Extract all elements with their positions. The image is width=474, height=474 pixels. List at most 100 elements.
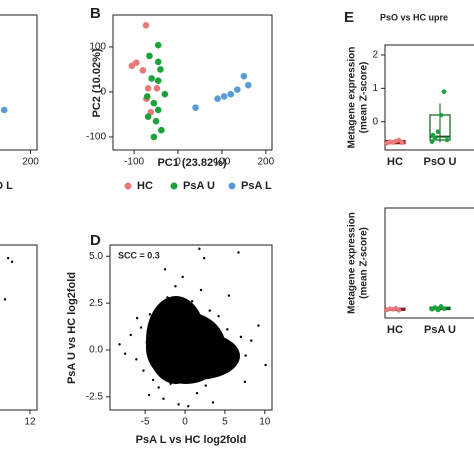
legend-marker [170, 182, 178, 190]
y-tick-label: 0.0 [89, 345, 103, 356]
data-point [135, 358, 138, 361]
plot-frame [112, 14, 273, 151]
data-point [185, 376, 188, 380]
data-point [250, 339, 253, 342]
data-point [139, 67, 147, 74]
y-axis-label: (mean Z-score) [359, 227, 370, 299]
x-tick-label: 12 [24, 417, 36, 428]
data-point [257, 324, 260, 327]
data-point [239, 335, 243, 339]
data-point [151, 378, 155, 382]
annotation: SCC = 0.3 [118, 250, 160, 260]
panel-label: B [90, 5, 101, 22]
y-axis-label: (mean Z-score) [359, 62, 370, 134]
data-point [157, 66, 164, 73]
y-axis-label: PC2 (10.02%) [91, 48, 103, 117]
y-tick-label: 5.0 [89, 251, 103, 262]
x-tick-label: HC [387, 324, 403, 336]
x-tick-label: HC [387, 156, 403, 168]
data-point [157, 386, 160, 389]
data-point [139, 326, 143, 329]
x-tick-label: PsO U [423, 156, 456, 168]
x-tick-label: 200 [258, 157, 275, 168]
data-point [0, 106, 8, 114]
dense-point-cloud [152, 332, 240, 380]
chart-title: PsO vs HC upre [380, 12, 448, 22]
data-point [145, 341, 148, 344]
data-point [432, 136, 438, 141]
data-point [227, 90, 235, 98]
x-axis-label: PC1 (23.82%) [157, 157, 226, 169]
data-point [162, 397, 165, 400]
x-tick-label: 10 [259, 417, 271, 428]
x-tick-label: 0 [182, 417, 188, 428]
data-point [204, 384, 207, 387]
data-point [123, 352, 127, 355]
data-point [244, 354, 247, 357]
data-point [150, 133, 158, 141]
data-point [211, 401, 215, 404]
data-point [217, 315, 220, 318]
data-point [213, 375, 216, 378]
x-tick-label: PsA U [424, 324, 456, 336]
data-point [264, 363, 267, 367]
data-point [190, 300, 194, 303]
panel-label: D [90, 232, 101, 249]
data-point [143, 93, 151, 100]
x-tick-label: 0 [175, 157, 181, 168]
data-point [244, 81, 252, 89]
data-point [10, 260, 14, 264]
data-point [179, 328, 183, 331]
data-point [148, 313, 152, 316]
data-point [150, 99, 158, 107]
data-point [207, 356, 211, 359]
data-point [166, 296, 169, 299]
plot-frame [384, 207, 474, 319]
y-axis-label: PsA U vs HC log2fold [66, 272, 78, 384]
data-point [158, 126, 165, 134]
data-point [438, 112, 444, 118]
plot-frame [109, 244, 273, 411]
plot-frame [0, 244, 38, 411]
data-point [142, 369, 145, 372]
data-point [177, 403, 180, 406]
data-point [240, 72, 248, 80]
data-point [146, 52, 153, 60]
data-point [220, 93, 228, 100]
data-point [399, 140, 405, 145]
y-tick-label: -100 [86, 132, 106, 143]
legend-marker [124, 182, 132, 190]
data-point [142, 22, 150, 29]
data-point [396, 137, 402, 143]
y-tick-label: 100 [89, 42, 106, 53]
data-point [152, 117, 160, 125]
x-tick-label: -5 [141, 417, 150, 428]
legend-label: HC [137, 180, 153, 192]
y-tick-label: 1 [372, 83, 378, 94]
data-point [219, 337, 223, 340]
data-point [441, 89, 447, 94]
data-point [441, 306, 447, 311]
data-point [118, 343, 121, 346]
data-point [144, 85, 152, 92]
data-point [234, 360, 238, 363]
data-point [153, 85, 161, 92]
legend-label: PsO L [0, 180, 13, 192]
data-point [230, 345, 234, 348]
data-point [195, 391, 199, 395]
x-tick-label: 5 [222, 417, 228, 428]
data-point [3, 298, 7, 301]
data-point [199, 288, 203, 292]
y-axis-label: Metagene expression [347, 47, 358, 149]
legend-label: PsA U [183, 180, 215, 192]
x-axis-label: PsA L vs HC log2fold [136, 434, 247, 446]
data-point [202, 256, 206, 260]
y-tick-label: 0 [100, 87, 106, 98]
panel-label: E [344, 9, 354, 26]
data-point [243, 380, 247, 384]
data-point [226, 328, 229, 331]
data-point [154, 106, 162, 114]
legend-marker [228, 182, 236, 190]
